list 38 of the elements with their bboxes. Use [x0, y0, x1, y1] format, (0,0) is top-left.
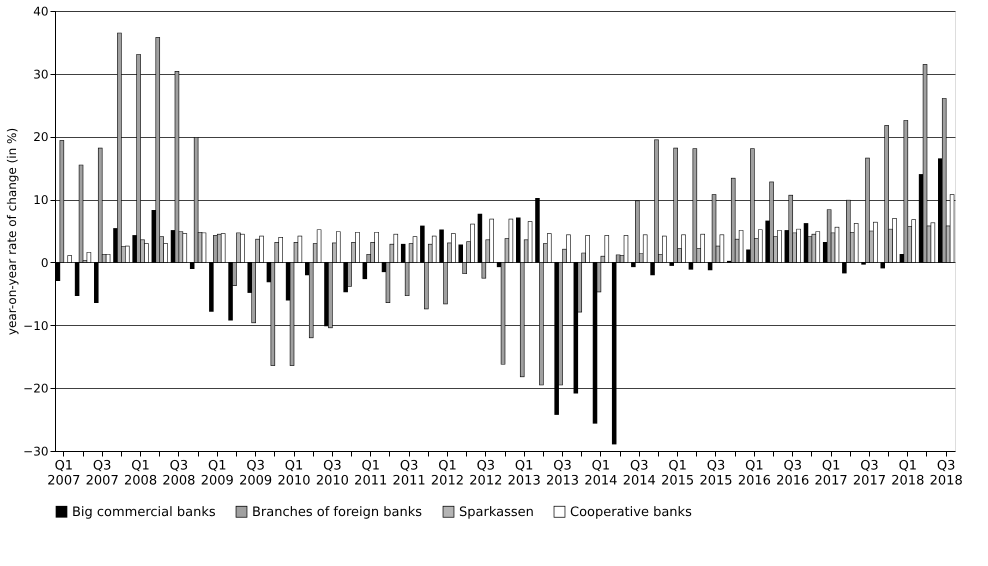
y-axis-title: year-on-year rate of change (in %): [5, 128, 20, 336]
x-tick-label: Q1 2011: [354, 458, 388, 488]
y-tick-label: 10: [33, 193, 48, 208]
y-tick-label: −20: [23, 382, 48, 396]
bar: [826, 209, 832, 263]
x-tick-label: Q1 2017: [814, 458, 848, 488]
legend-label: Cooperative banks: [570, 504, 692, 520]
x-tick-label: Q3 2017: [852, 458, 886, 488]
x-tick-label: Q1 2009: [200, 458, 234, 488]
legend-label: Sparkassen: [459, 504, 534, 520]
x-tick-label: Q3 2013: [546, 458, 580, 488]
x-tick-label: Q1 2015: [661, 458, 694, 488]
legend-label: Big commercial banks: [72, 504, 216, 520]
x-tick-label: Q1 2013: [508, 458, 541, 488]
x-tick-label: Q1 2014: [584, 458, 618, 488]
x-tick-label: Q1 2016: [738, 458, 771, 488]
x-tick-label: Q1 2010: [277, 458, 311, 488]
x-tick-label: Q1 2018: [891, 458, 924, 488]
x-tick-label: Q3 2011: [392, 458, 426, 488]
x-tick-label: Q3 2010: [316, 458, 349, 488]
x-tick-label: Q3 2018: [930, 458, 963, 488]
x-tick-label: Q3 2014: [622, 458, 656, 488]
y-tick-label: 20: [33, 130, 48, 144]
x-tick-label: Q3 2012: [469, 458, 502, 488]
legend-label: Branches of foreign banks: [252, 504, 422, 520]
y-tick-label: 30: [33, 67, 48, 82]
x-tick-label: Q1 2007: [47, 458, 80, 488]
x-tick-label: Q3 2015: [699, 458, 733, 488]
x-tick-label: Q3 2016: [776, 458, 810, 488]
y-tick-label: 0: [40, 256, 48, 270]
x-tick-label: Q3 2008: [162, 458, 196, 488]
y-tick-label: −10: [23, 318, 48, 333]
y-tick-label: −30: [23, 444, 48, 458]
x-tick-label: Q3 2009: [239, 458, 272, 488]
x-tick-label: Q3 2007: [86, 458, 119, 488]
y-tick-label: 40: [33, 4, 48, 18]
x-tick-label: Q1 2012: [430, 458, 464, 488]
x-tick-label: Q1 2008: [124, 458, 158, 488]
